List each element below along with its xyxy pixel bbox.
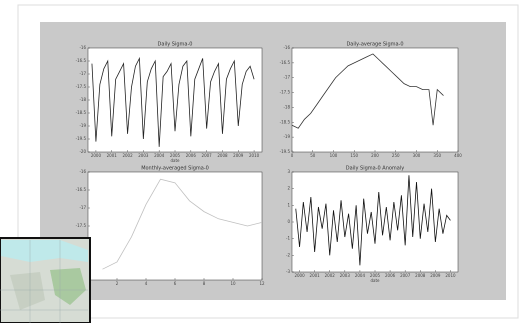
x-tick-label: 2001 bbox=[107, 153, 118, 158]
y-tick-label: -20 bbox=[79, 149, 86, 154]
x-axis-label: date bbox=[170, 158, 180, 163]
x-tick-label: 2010 bbox=[445, 273, 456, 278]
y-tick-label: -17.5 bbox=[76, 84, 87, 89]
x-tick-label: 0 bbox=[291, 153, 294, 158]
y-tick-label: -16.5 bbox=[76, 58, 87, 63]
y-tick-label: -17.5 bbox=[76, 223, 87, 228]
y-tick-label: -18.5 bbox=[280, 119, 291, 124]
y-tick-label: -16 bbox=[283, 45, 290, 50]
x-tick-label: 2006 bbox=[186, 153, 197, 158]
x-axis-label: date bbox=[370, 278, 380, 283]
x-tick-label: 2009 bbox=[430, 273, 441, 278]
x-tick-label: 2008 bbox=[217, 153, 228, 158]
x-tick-label: 2002 bbox=[325, 273, 336, 278]
y-tick-label: -17.5 bbox=[280, 90, 291, 95]
x-tick-label: 2000 bbox=[294, 273, 305, 278]
x-tick-label: 2 bbox=[116, 281, 119, 286]
x-tick-label: 100 bbox=[330, 153, 338, 158]
x-tick-label: 2001 bbox=[310, 273, 321, 278]
x-tick-label: 10 bbox=[230, 281, 236, 286]
map-thumbnail bbox=[0, 238, 90, 323]
y-tick-label: -16 bbox=[79, 169, 86, 174]
x-tick-label: 2004 bbox=[154, 153, 165, 158]
x-tick-label: 300 bbox=[413, 153, 421, 158]
chart-title: Daily Sigma-0 Anomaly bbox=[346, 166, 404, 172]
y-tick-label: -16.5 bbox=[76, 187, 87, 192]
x-tick-label: 50 bbox=[310, 153, 316, 158]
x-tick-label: 2000 bbox=[91, 153, 102, 158]
y-tick-label: -17 bbox=[283, 75, 290, 80]
y-tick-label: -19.5 bbox=[76, 136, 87, 141]
chart-title: Monthly-averaged Sigma-0 bbox=[141, 166, 209, 172]
y-tick-label: -16 bbox=[79, 45, 86, 50]
x-tick-label: 2006 bbox=[385, 273, 396, 278]
plot-area bbox=[292, 48, 458, 152]
y-tick-label: -18 bbox=[79, 97, 86, 102]
x-tick-label: 2008 bbox=[415, 273, 426, 278]
chart-title: Daily-average Sigma-0 bbox=[346, 42, 403, 48]
x-tick-label: 8 bbox=[203, 281, 206, 286]
y-tick-label: -17 bbox=[79, 205, 86, 210]
y-tick-label: -19.5 bbox=[280, 149, 291, 154]
x-tick-label: 400 bbox=[454, 153, 462, 158]
x-tick-label: 2003 bbox=[138, 153, 149, 158]
x-tick-label: 2002 bbox=[122, 153, 133, 158]
y-tick-label: -18 bbox=[283, 104, 290, 109]
y-tick-label: -17 bbox=[79, 71, 86, 76]
slide: Daily Sigma-0200020012002200320042005200… bbox=[0, 0, 525, 323]
x-tick-label: 350 bbox=[433, 153, 441, 158]
x-tick-label: 12 bbox=[259, 281, 265, 286]
chart-title: Daily Sigma-0 bbox=[158, 42, 193, 48]
x-tick-label: 6 bbox=[174, 281, 177, 286]
x-tick-label: 2007 bbox=[400, 273, 411, 278]
y-tick-label: -16.5 bbox=[280, 60, 291, 65]
x-tick-label: 4 bbox=[145, 281, 148, 286]
x-tick-label: 2009 bbox=[233, 153, 244, 158]
x-tick-label: 2010 bbox=[249, 153, 260, 158]
x-tick-label: 150 bbox=[350, 153, 358, 158]
x-tick-label: 250 bbox=[392, 153, 400, 158]
x-tick-label: 2007 bbox=[202, 153, 213, 158]
y-tick-label: -19 bbox=[79, 123, 86, 128]
y-tick-label: -19 bbox=[283, 134, 290, 139]
y-tick-label: -1 bbox=[286, 236, 290, 241]
x-tick-label: 2003 bbox=[340, 273, 351, 278]
y-tick-label: -2 bbox=[286, 252, 290, 257]
x-tick-label: 200 bbox=[371, 153, 379, 158]
y-tick-label: -3 bbox=[286, 269, 290, 274]
y-tick-label: -18.5 bbox=[76, 110, 87, 115]
x-tick-label: 2004 bbox=[355, 273, 366, 278]
